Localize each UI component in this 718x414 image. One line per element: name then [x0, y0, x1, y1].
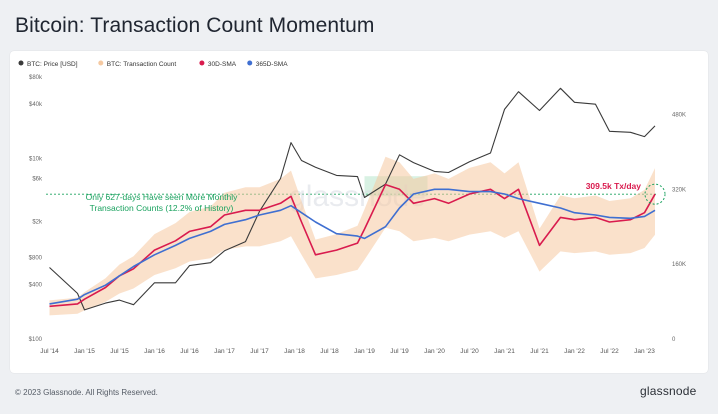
y-left-tick-7: $80k	[29, 75, 43, 81]
annotation-line-1: Only 627-days Have seen More Monthly	[86, 192, 238, 202]
y-right-tick-3: 480K	[672, 112, 686, 118]
x-tick-11: Jan '20	[424, 348, 445, 355]
page-title: Bitcoin: Transaction Count Momentum	[15, 14, 375, 37]
x-tick-6: Jul '17	[250, 348, 269, 355]
y-left-tick-5: $10k	[29, 157, 43, 163]
legend-label-0: BTC: Price [USD]	[27, 61, 78, 68]
x-tick-15: Jan '22	[564, 348, 585, 355]
x-tick-1: Jan '15	[74, 348, 95, 355]
current-value-marker	[644, 183, 666, 205]
x-tick-5: Jan '17	[214, 348, 235, 355]
x-tick-7: Jan '18	[284, 348, 305, 355]
glassnode-logo: glassnode	[640, 384, 697, 398]
x-tick-0: Jul '14	[40, 348, 59, 355]
y-left-tick-6: $40k	[29, 102, 43, 108]
x-tick-9: Jan '19	[354, 348, 375, 355]
y-right-tick-1: 160K	[672, 262, 686, 268]
legend-marker-0	[18, 60, 24, 66]
x-tick-10: Jul '19	[390, 348, 409, 355]
x-tick-17: Jan '23	[634, 348, 655, 355]
x-tick-4: Jul '16	[180, 348, 199, 355]
copyright-footer: © 2023 Glassnode. All Rights Reserved.	[15, 388, 158, 397]
y-left-tick-1: $400	[29, 283, 43, 289]
x-tick-2: Jul '15	[110, 348, 129, 355]
annotation-line-2: Transaction Counts (12.2% of History)	[90, 203, 234, 213]
x-tick-14: Jul '21	[530, 348, 549, 355]
x-tick-12: Jul '20	[460, 348, 479, 355]
annotation-current-value: 309.5k Tx/day	[586, 181, 642, 191]
y-left-tick-4: $6k	[32, 177, 43, 183]
legend-marker-3	[247, 60, 253, 66]
legend-label-3: 365D-SMA	[256, 61, 288, 68]
chart-card: BTC: Price [USD] BTC: Transaction Count 30…	[10, 51, 708, 373]
legend-marker-2	[199, 60, 205, 66]
y-right-tick-2: 320K	[672, 187, 686, 193]
chart-svg: BTC: Price [USD] BTC: Transaction Count 30…	[18, 60, 686, 355]
legend-label-2: 30D-SMA	[208, 61, 237, 68]
y-left-tick-3: $2k	[32, 220, 43, 226]
x-tick-13: Jan '21	[494, 348, 515, 355]
legend-label-1: BTC: Transaction Count	[107, 61, 177, 68]
series-line-2	[49, 188, 656, 305]
y-left-tick-2: $800	[29, 255, 43, 261]
x-tick-8: Jul '18	[320, 348, 339, 355]
series-line-0	[49, 87, 656, 311]
x-tick-16: Jul '22	[600, 348, 619, 355]
legend-marker-1	[98, 60, 104, 66]
y-right-tick-0: 0	[672, 337, 676, 343]
series-line-1	[49, 183, 656, 308]
y-left-tick-0: $100	[29, 337, 43, 343]
x-tick-3: Jan '16	[144, 348, 165, 355]
